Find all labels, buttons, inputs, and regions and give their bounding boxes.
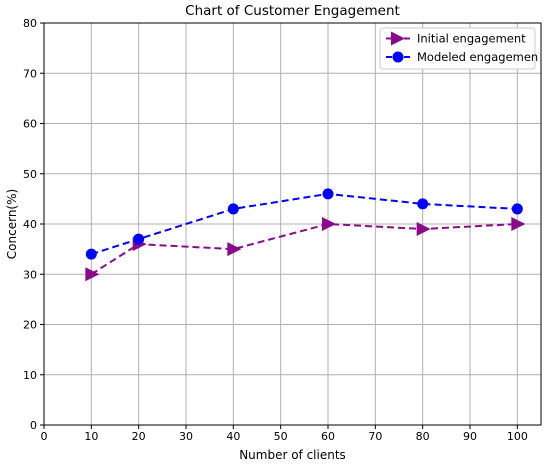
data-point-modeled: [133, 233, 145, 245]
data-point-modeled: [227, 203, 239, 215]
data-point-modeled: [511, 203, 523, 215]
series-group: [85, 188, 526, 282]
ticks: 0 10 20 30 40 50 60 70 80 90 100 0 10 20 30 40 50 60 70 80: [23, 17, 528, 443]
legend-label-modeled: Modeled engagemen: [417, 50, 538, 64]
data-point-initial: [85, 267, 100, 282]
x-tick-label: 10: [84, 430, 98, 443]
legend-label-initial: Initial engagement: [417, 32, 526, 46]
x-axis-title: Number of clients: [239, 448, 346, 462]
y-tick-label: 20: [23, 319, 37, 332]
y-tick-label: 30: [23, 268, 37, 281]
x-tick-label: 80: [416, 430, 430, 443]
y-tick-label: 40: [23, 218, 37, 231]
x-tick-label: 0: [41, 430, 48, 443]
y-tick-label: 0: [30, 419, 37, 432]
data-point-modeled: [322, 188, 334, 200]
y-tick-label: 70: [23, 67, 37, 80]
chart-title: Chart of Customer Engagement: [185, 3, 400, 19]
legend-box: [379, 27, 536, 70]
data-point-modeled: [85, 248, 97, 260]
data-point-initial: [416, 222, 431, 237]
y-tick-label: 60: [23, 118, 37, 131]
legend-marker-modeled: [392, 51, 404, 63]
legend: Initial engagement Modeled engagemen: [379, 27, 538, 70]
data-point-modeled: [417, 198, 429, 210]
x-tick-label: 30: [179, 430, 193, 443]
x-tick-label: 70: [368, 430, 382, 443]
x-tick-label: 40: [226, 430, 240, 443]
x-tick-label: 50: [274, 430, 288, 443]
y-axis-title: Concern(%): [5, 189, 19, 259]
x-tick-label: 20: [132, 430, 146, 443]
y-tick-label: 10: [23, 369, 37, 382]
legend-marker-initial: [391, 31, 405, 46]
x-tick-label: 100: [507, 430, 528, 443]
y-tick-label: 80: [23, 17, 37, 30]
x-tick-label: 60: [321, 430, 335, 443]
y-tick-label: 50: [23, 168, 37, 181]
data-point-initial: [227, 242, 242, 257]
data-point-initial: [322, 217, 336, 231]
data-point-initial: [511, 217, 526, 231]
series-line-modeled: [91, 192, 518, 256]
series-line-initial: [90, 222, 518, 276]
x-tick-label: 90: [463, 430, 477, 443]
